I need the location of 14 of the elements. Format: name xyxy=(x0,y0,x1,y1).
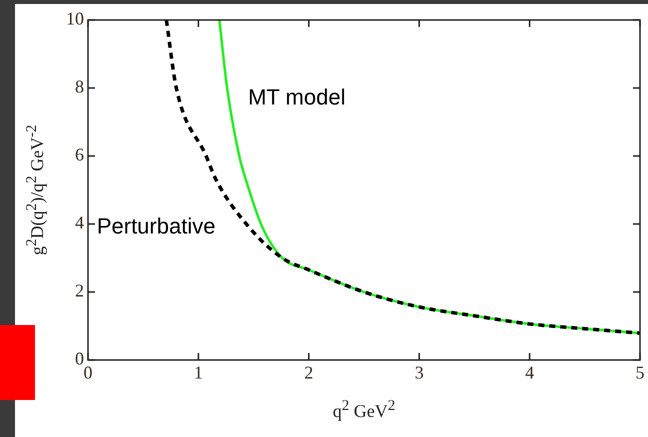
y-tick-label: 0 xyxy=(75,348,84,369)
y-tick-label: 4 xyxy=(75,212,84,233)
series-label: Perturbative xyxy=(96,213,216,238)
y-tick-label: 8 xyxy=(75,76,84,97)
y-tick-label: 10 xyxy=(66,8,84,29)
x-tick-label: 4 xyxy=(525,362,534,383)
x-tick-label: 5 xyxy=(636,362,644,383)
series-label: MT model xyxy=(248,84,346,110)
y-tick-label: 6 xyxy=(75,144,84,165)
x-tick-label: 2 xyxy=(304,362,314,383)
y-tick-label: 2 xyxy=(75,280,84,301)
x-axis-title: q$^{2}$ GeV$^{2}$ xyxy=(332,398,396,422)
x-tick-label: 1 xyxy=(194,362,203,383)
x-tick-label: 3 xyxy=(414,362,424,383)
